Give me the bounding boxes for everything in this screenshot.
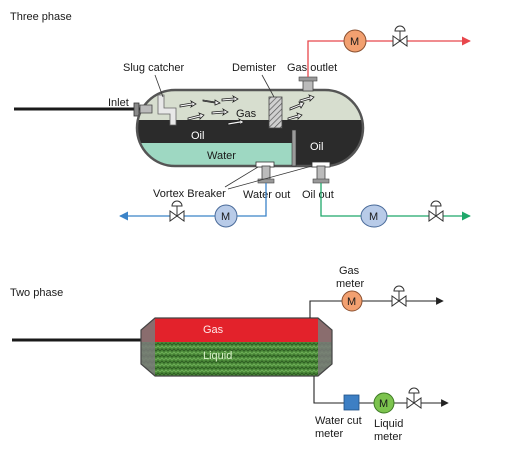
gas-outlet-flange [298,76,318,82]
oil-out-label: Oil out [302,189,334,201]
gas-line [307,36,471,77]
water-cut-meter-box [343,394,360,411]
gas-meter-letter: M [350,36,359,48]
two-phase-vessel-outline [140,317,333,377]
liquid-meter-letter: M [379,398,388,410]
water-control-valve [169,200,185,222]
gas-meter-circle [343,29,367,53]
slug-catcher-leader [154,74,164,98]
three-phase-title: Three phase [10,11,72,23]
two-phase-gas-line [309,297,444,318]
demister-label: Demister [232,62,276,74]
gas-flow-arrows [179,94,315,127]
two-phase-liquid-valve [406,387,422,409]
oil-meter-letter: M [369,211,378,223]
water-out-flange [257,178,275,184]
two-phase-gas-meter-letter: M [347,296,356,308]
water-layer [137,143,292,166]
water-meter-circle [214,204,238,228]
inlet-label: Inlet [108,97,129,109]
two-phase-gas-label: Gas [203,324,224,336]
water-meter-letter: M [221,211,230,223]
two-phase-gas-valve [391,285,407,307]
liquid-meter-label-line2: meter [374,431,402,443]
liquid-meter-label-line1: Liquid [374,418,403,430]
three-phase-vessel [137,90,363,166]
two-phase-vessel [141,318,332,376]
gas-space-label: Gas [236,108,257,120]
weir-plate [291,129,297,167]
slug-catcher-baffle [157,94,177,126]
oil-line [320,183,471,221]
demister-leader [261,74,275,98]
two-phase-gas-band [141,318,332,342]
two-phase-liquid-line [313,376,449,407]
oil-left-label: Oil [191,130,204,142]
oil-right-label: Oil [310,141,323,153]
vortex-breaker-leader-2 [227,165,313,190]
demister-pad [268,96,283,129]
water-label: Water [207,150,236,162]
two-phase-left-cap [141,318,155,376]
liquid-meter-circle [373,392,395,414]
gas-meter-label-line1: Gas [339,265,360,277]
two-phase-liquid-label: Liquid [203,350,232,362]
water-cut-label-line1: Water cut [315,415,362,427]
oil-out-nozzle [316,165,326,181]
gas-outlet-label: Gas outlet [287,62,337,74]
oil-meter-circle [360,204,388,228]
two-phase-gas-meter-circle [341,290,363,312]
vortex-breaker-leader-1 [224,166,259,188]
oil-control-valve [428,200,444,222]
two-phase-right-cap [318,318,332,376]
inlet-entry [139,104,153,114]
gas-meter-label-line2: meter [336,278,364,290]
water-cut-label-line2: meter [315,428,343,440]
inlet-flange [133,102,140,117]
oil-out-flange [312,178,330,184]
gas-control-valve [392,25,408,47]
water-line [119,183,267,221]
two-phase-liquid-band [141,342,332,376]
vortex-breaker-label: Vortex Breaker [153,188,226,200]
two-phase-title: Two phase [10,287,63,299]
slug-catcher-label: Slug catcher [123,62,184,74]
